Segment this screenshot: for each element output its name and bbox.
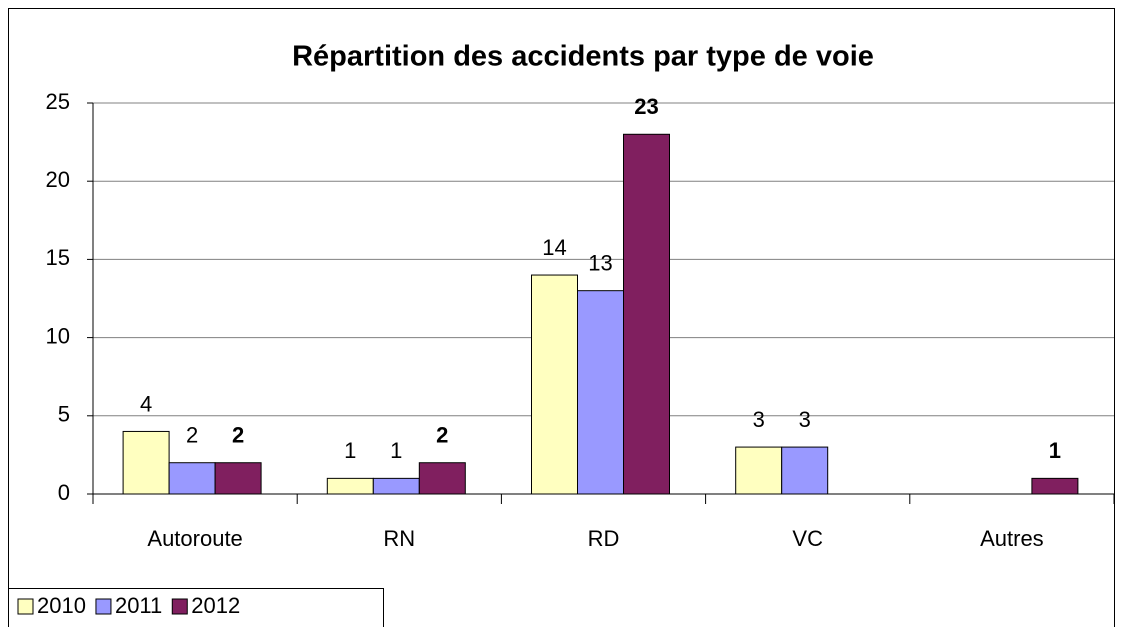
data-label: 3	[753, 407, 765, 432]
x-tick-label: VC	[792, 526, 823, 551]
y-tick-label: 25	[46, 89, 70, 114]
y-tick-label: 0	[58, 480, 70, 505]
bar	[781, 446, 829, 495]
data-label: 13	[588, 250, 612, 275]
legend-swatch	[95, 598, 112, 615]
bar	[1031, 477, 1079, 495]
data-label: 14	[542, 235, 566, 260]
data-label: 23	[634, 94, 658, 119]
x-tick-label: RN	[383, 526, 415, 551]
x-tick-label: Autoroute	[147, 526, 242, 551]
chart-title: Répartition des accidents par type de vo…	[292, 41, 874, 73]
legend-box	[8, 588, 384, 627]
data-label: 1	[390, 438, 402, 463]
bar	[623, 133, 670, 495]
x-tick-label: RD	[588, 526, 620, 551]
y-tick-label: 10	[46, 323, 70, 348]
data-label: 1	[344, 438, 356, 463]
bar	[326, 477, 374, 495]
bar	[735, 446, 783, 495]
y-tick-label: 5	[58, 402, 70, 427]
y-tick-label: 15	[46, 245, 70, 270]
data-label: 2	[232, 423, 244, 448]
bar	[372, 477, 420, 495]
legend-swatch	[17, 598, 34, 615]
legend-label: 2011	[115, 593, 162, 618]
bar	[577, 290, 624, 495]
data-label: 1	[1049, 438, 1061, 463]
bar	[168, 462, 216, 495]
bar	[418, 462, 466, 495]
data-label: 2	[436, 423, 448, 448]
y-tick-label: 20	[46, 167, 70, 192]
data-label: 2	[186, 423, 198, 448]
bar	[122, 430, 170, 495]
bar	[531, 274, 578, 495]
legend-swatch	[171, 598, 188, 615]
data-label: 3	[799, 407, 811, 432]
bar	[214, 462, 262, 495]
data-label: 4	[140, 391, 152, 416]
legend-label: 2012	[191, 593, 240, 618]
x-tick-label: Autres	[980, 526, 1044, 551]
legend-label: 2010	[37, 593, 86, 618]
